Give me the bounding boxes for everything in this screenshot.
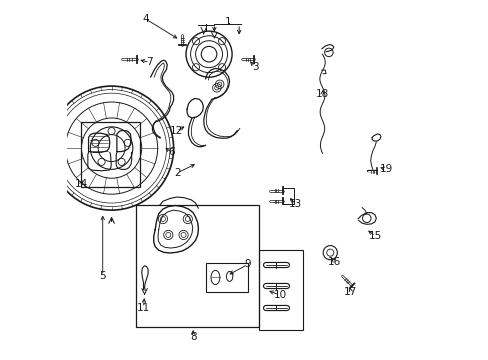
Text: 14: 14 xyxy=(75,179,88,189)
Text: 6: 6 xyxy=(168,147,174,157)
Text: 18: 18 xyxy=(315,89,328,99)
Text: 12: 12 xyxy=(169,126,183,136)
Text: 1: 1 xyxy=(225,17,231,27)
Text: 7: 7 xyxy=(146,57,153,67)
Text: 9: 9 xyxy=(244,259,251,269)
Bar xyxy=(205,263,247,292)
Text: 2: 2 xyxy=(174,168,180,178)
Text: 10: 10 xyxy=(273,290,286,300)
Bar xyxy=(136,205,258,327)
Text: 13: 13 xyxy=(289,199,302,209)
Bar xyxy=(258,250,303,329)
Bar xyxy=(81,122,140,187)
Text: 17: 17 xyxy=(344,287,357,297)
Text: 19: 19 xyxy=(379,165,392,174)
Text: 5: 5 xyxy=(99,271,106,281)
Text: 4: 4 xyxy=(142,14,148,24)
Text: 11: 11 xyxy=(137,303,150,312)
Text: 3: 3 xyxy=(251,62,258,72)
Text: 16: 16 xyxy=(327,257,341,266)
Text: 15: 15 xyxy=(368,231,382,241)
Text: 8: 8 xyxy=(189,332,196,342)
